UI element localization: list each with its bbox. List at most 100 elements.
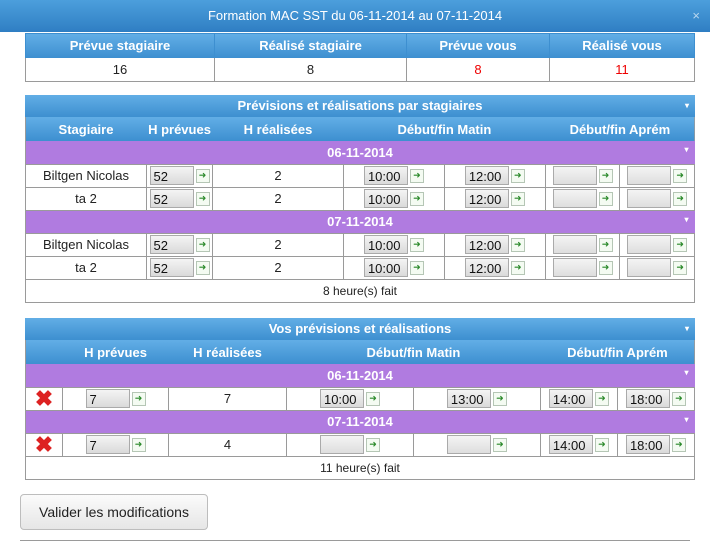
aprem-debut-input[interactable]	[552, 166, 597, 185]
chevron-down-icon[interactable]: ▾	[684, 101, 689, 110]
validate-icon[interactable]: ➜	[594, 437, 609, 452]
validate-icon[interactable]: ➜	[131, 391, 146, 406]
matin-debut-input[interactable]: 10:00	[319, 389, 364, 408]
validate-icon[interactable]: ➜	[409, 260, 424, 275]
validate-icon[interactable]: ➜	[492, 437, 507, 452]
h-realisees: 2	[212, 255, 344, 280]
validate-icon[interactable]: ➜	[673, 260, 688, 275]
validate-icon[interactable]: ➜	[673, 168, 688, 183]
table-row: ✖ 7 ➜ 7 10:00 ➜ 13:00 ➜ 14:00 ➜ 18:00 ➜	[25, 385, 696, 411]
validate-icon[interactable]: ➜	[510, 168, 525, 183]
matin-debut-input[interactable]: 10:00	[363, 166, 408, 185]
table-row: Biltgen Nicolas 52 ➜ 2 10:00 ➜ 12:00 ➜ ➜ ➜	[25, 232, 695, 257]
validate-icon[interactable]: ➜	[673, 191, 688, 206]
aprem-fin-input[interactable]	[627, 235, 672, 254]
chevron-down-icon[interactable]: ▾	[684, 214, 689, 224]
aprem-debut-input[interactable]	[552, 258, 597, 277]
summary-table: Prévue stagiaire Réalisé stagiaire Prévu…	[25, 33, 695, 82]
your-title: Vos prévisions et réalisations	[268, 321, 452, 336]
summary-header: Réalisé stagiaire	[214, 33, 407, 58]
matin-debut-input[interactable]: 10:00	[363, 235, 408, 254]
h-prevues-input[interactable]: 52	[149, 166, 194, 185]
aprem-fin-input[interactable]	[627, 258, 672, 277]
matin-fin-input[interactable]	[446, 435, 491, 454]
validate-icon[interactable]: ➜	[594, 391, 609, 406]
validate-icon[interactable]: ➜	[131, 437, 146, 452]
h-realisees: 7	[168, 386, 287, 411]
trainees-table: Stagiaire H prévues H réalisées Début/fi…	[25, 117, 695, 303]
validate-icon[interactable]: ➜	[510, 191, 525, 206]
validate-icon[interactable]: ➜	[510, 237, 525, 252]
validate-icon[interactable]: ➜	[492, 391, 507, 406]
aprem-fin-input[interactable]	[627, 189, 672, 208]
matin-debut-input[interactable]	[319, 435, 364, 454]
validate-icon[interactable]: ➜	[409, 237, 424, 252]
h-prevues-input[interactable]: 7	[85, 435, 130, 454]
validate-icon[interactable]: ➜	[195, 168, 210, 183]
column-header	[26, 340, 63, 364]
h-prevues-input[interactable]: 52	[149, 189, 194, 208]
trainees-section-title: Prévisions et réalisations par stagiaire…	[25, 95, 695, 117]
validate-icon[interactable]: ➜	[598, 237, 613, 252]
h-prevues-input[interactable]: 52	[149, 258, 194, 277]
aprem-fin-input[interactable]: 18:00	[625, 389, 670, 408]
validate-icon[interactable]: ➜	[365, 437, 380, 452]
dialog-titlebar: Formation MAC SST du 06-11-2014 au 07-11…	[0, 0, 710, 32]
date-group-row[interactable]: 07-11-2014 ▾	[26, 410, 695, 433]
group-date: 06-11-2014	[327, 367, 393, 383]
validate-icon[interactable]: ➜	[409, 191, 424, 206]
matin-fin-input[interactable]: 13:00	[446, 389, 491, 408]
chevron-down-icon[interactable]: ▾	[684, 324, 689, 333]
validate-icon[interactable]: ➜	[598, 191, 613, 206]
aprem-debut-input[interactable]: 14:00	[548, 389, 593, 408]
delete-icon[interactable]: ✖	[34, 385, 54, 411]
aprem-debut-input[interactable]	[552, 189, 597, 208]
your-section-title: Vos prévisions et réalisations ▾	[25, 318, 695, 340]
close-icon[interactable]: ×	[692, 8, 700, 23]
summary-header: Prévue vous	[406, 33, 550, 58]
chevron-down-icon[interactable]: ▾	[684, 145, 689, 154]
matin-debut-input[interactable]: 10:00	[363, 258, 408, 277]
validate-icon[interactable]: ➜	[598, 260, 613, 275]
column-header: H réalisées	[243, 121, 313, 137]
aprem-fin-input[interactable]	[627, 166, 672, 185]
validate-icon[interactable]: ➜	[195, 237, 210, 252]
matin-debut-input[interactable]: 10:00	[363, 189, 408, 208]
matin-fin-input[interactable]: 12:00	[464, 166, 509, 185]
aprem-debut-input[interactable]	[552, 235, 597, 254]
aprem-fin-input[interactable]: 18:00	[625, 435, 670, 454]
date-group-row[interactable]: 06-11-2014 ▾	[26, 364, 695, 387]
validate-icon[interactable]: ➜	[510, 260, 525, 275]
h-realisees: 2	[212, 232, 344, 257]
date-group-row[interactable]: 06-11-2014 ▾	[26, 141, 695, 164]
trainees-title: Prévisions et réalisations par stagiaire…	[237, 98, 483, 113]
matin-fin-input[interactable]: 12:00	[464, 258, 509, 277]
h-prevues-input[interactable]: 7	[85, 389, 130, 408]
delete-icon[interactable]: ✖	[34, 431, 54, 457]
your-total: 11 heure(s) fait	[25, 455, 695, 480]
chevron-down-icon[interactable]: ▾	[684, 368, 689, 377]
validate-icon[interactable]: ➜	[598, 168, 613, 183]
group-date: 07-11-2014	[327, 214, 393, 229]
column-header: Début/fin Matin	[397, 121, 492, 137]
aprem-debut-input[interactable]: 14:00	[548, 435, 593, 454]
group-date: 06-11-2014	[327, 144, 393, 160]
validate-icon[interactable]: ➜	[195, 191, 210, 206]
h-prevues-input[interactable]: 52	[149, 235, 194, 254]
trainee-name: Biltgen Nicolas	[25, 232, 147, 257]
validate-icon[interactable]: ➜	[195, 260, 210, 275]
validate-icon[interactable]: ➜	[671, 437, 686, 452]
dialog-title: Formation MAC SST du 06-11-2014 au 07-11…	[207, 8, 503, 23]
matin-fin-input[interactable]: 12:00	[464, 235, 509, 254]
validate-icon[interactable]: ➜	[673, 237, 688, 252]
date-group-row[interactable]: 07-11-2014 ▾	[26, 210, 695, 233]
validate-icon[interactable]: ➜	[365, 391, 380, 406]
validate-changes-button[interactable]: Valider les modifications	[20, 494, 208, 530]
matin-fin-input[interactable]: 12:00	[464, 189, 509, 208]
chevron-down-icon[interactable]: ▾	[684, 414, 689, 424]
column-header: Début/fin Matin	[366, 344, 461, 360]
validate-icon[interactable]: ➜	[671, 391, 686, 406]
validate-icon[interactable]: ➜	[409, 168, 424, 183]
column-header: H prévues	[84, 344, 147, 360]
table-row: ✖ 7 ➜ 4 ➜ ➜ 14:00 ➜ 18:00 ➜	[25, 431, 696, 457]
